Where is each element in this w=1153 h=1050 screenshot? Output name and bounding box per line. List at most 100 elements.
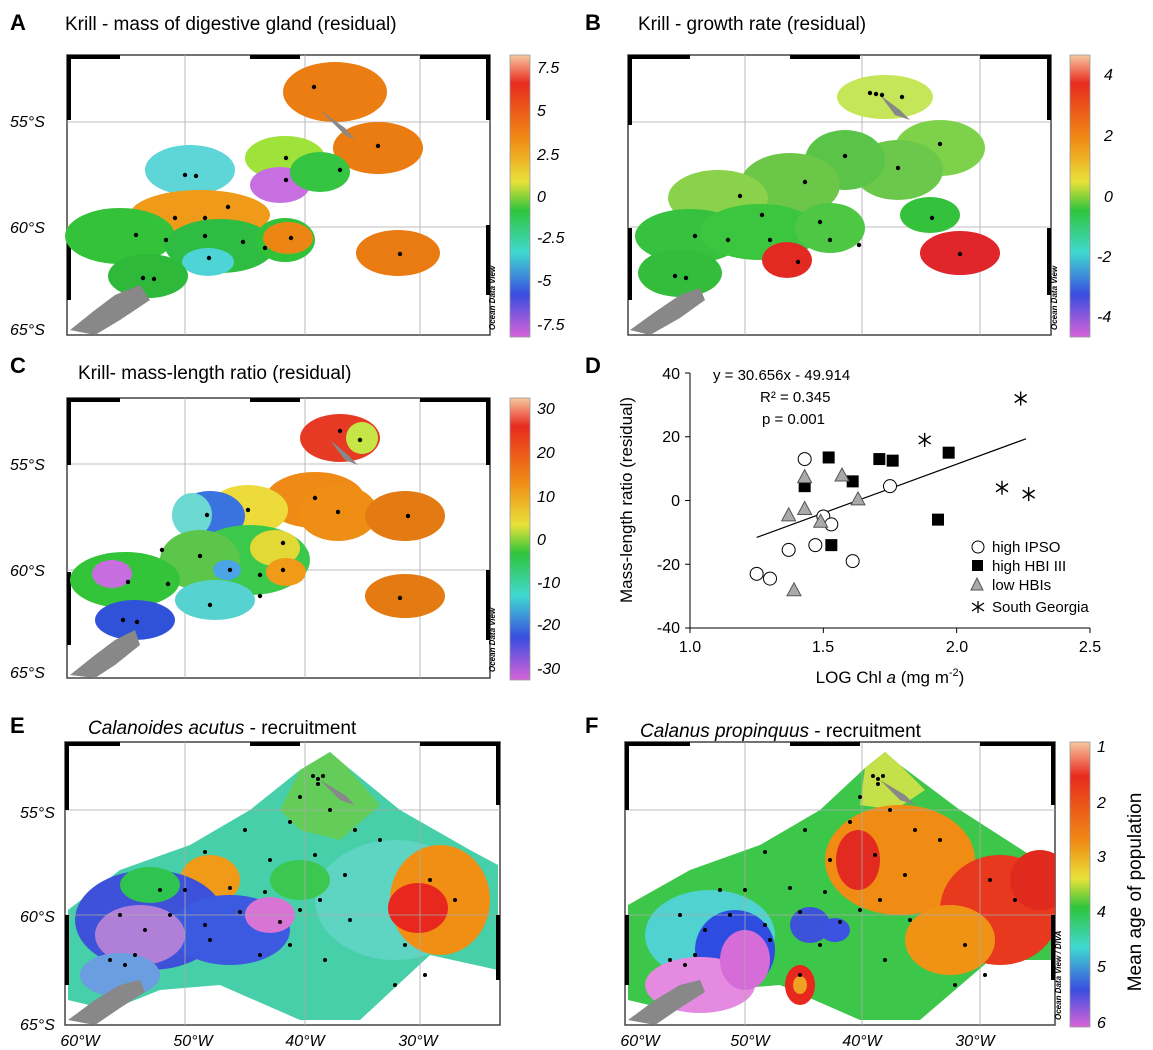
svg-text:1: 1 <box>1097 739 1106 756</box>
panel-title: Calanus propinquus - recruitment <box>640 721 922 742</box>
panel-title: Calanoides acutus - recruitment <box>88 718 357 739</box>
lat-label: 65°S <box>10 322 45 339</box>
x-tick-label: 2.5 <box>1079 639 1101 656</box>
scatter-point-circle <box>808 538 823 553</box>
svg-text:30: 30 <box>537 401 555 418</box>
svg-text:-7.5: -7.5 <box>537 317 565 334</box>
svg-text:0: 0 <box>1104 189 1113 206</box>
svg-text:50°W: 50°W <box>173 1033 214 1050</box>
scatter-point-circle <box>883 479 897 494</box>
panel-letter: F <box>585 713 598 738</box>
scatter-point-triangle <box>796 468 813 484</box>
scatter-point-star <box>995 480 1009 495</box>
svg-text:-20: -20 <box>537 617 560 634</box>
y-ticks <box>685 372 690 629</box>
panel-b: B Krill - growth rate (residual) <box>585 10 1113 338</box>
p-value: p = 0.001 <box>762 411 825 428</box>
legend-marker-triangle <box>970 576 984 591</box>
panel-letter: D <box>585 353 601 378</box>
colorbar-ticks: 7.5 5 2.5 0 -2.5 -5 -7.5 <box>536 60 565 334</box>
watermark: Ocean Data View / DIVA <box>1054 930 1063 1020</box>
scatter-point-circle <box>797 452 812 467</box>
colorbar <box>1069 741 1091 1028</box>
colorbar-label: Mean age of population <box>1125 793 1146 992</box>
svg-text:2: 2 <box>1096 795 1106 812</box>
svg-text:6: 6 <box>1097 1015 1106 1032</box>
panel-title: Krill - mass of digestive gland (residua… <box>65 14 397 35</box>
x-tick-label: 1.0 <box>679 639 701 656</box>
scatter-point-triangle <box>834 466 850 482</box>
panel-c: C Krill- mass-length ratio (residual) <box>10 353 560 682</box>
r-squared: R² = 0.345 <box>760 389 830 406</box>
legend: high IPSO high HBI III low HBIs South Ge… <box>970 539 1089 616</box>
svg-text:40°W: 40°W <box>285 1033 326 1050</box>
scatter-point-triangle <box>850 490 866 506</box>
scatter-point-star <box>1014 391 1028 406</box>
legend-label: South Georgia <box>992 599 1089 616</box>
legend-label: high IPSO <box>992 539 1060 556</box>
panel-letter: E <box>10 713 25 738</box>
svg-text:10: 10 <box>537 489 555 506</box>
panel-title: Krill- mass-length ratio (residual) <box>78 363 351 384</box>
y-axis-label: Mass-length ratio (residual) <box>617 397 636 603</box>
x-ticks <box>689 628 1091 633</box>
lat-label: 60°S <box>10 220 45 237</box>
svg-text:20: 20 <box>536 445 555 462</box>
scatter-point-square <box>846 475 859 488</box>
y-tick-label: -20 <box>657 557 680 574</box>
svg-text:-10: -10 <box>537 575 560 592</box>
scatter-point-square <box>825 539 838 552</box>
scatter-point-square <box>942 446 955 459</box>
svg-text:-2: -2 <box>1097 249 1111 266</box>
scatter-point-square <box>873 453 886 466</box>
svg-text:65°S: 65°S <box>20 1017 55 1034</box>
scatter-point-triangle <box>780 506 797 522</box>
svg-text:60°S: 60°S <box>10 563 45 580</box>
coastline <box>70 110 355 335</box>
scatter-point-triangle <box>796 500 813 515</box>
svg-text:60°W: 60°W <box>60 1033 101 1050</box>
svg-text:60°S: 60°S <box>20 909 55 926</box>
svg-text:7.5: 7.5 <box>537 60 559 77</box>
legend-marker-square <box>972 560 983 571</box>
scatter-point-square <box>822 451 835 464</box>
svg-text:5: 5 <box>537 103 546 120</box>
svg-text:0: 0 <box>537 189 546 206</box>
scatter-point-circle <box>763 571 777 586</box>
colorbar <box>509 54 531 338</box>
y-tick-label: 20 <box>662 429 680 446</box>
regression-equation: y = 30.656x - 49.914 <box>713 367 850 384</box>
svg-text:-2.5: -2.5 <box>537 230 565 247</box>
scatter-point-triangle <box>812 513 829 528</box>
watermark: Ocean Data View <box>488 607 497 672</box>
svg-text:4: 4 <box>1104 67 1113 84</box>
station-dots <box>133 84 403 282</box>
watermark: Ocean Data View <box>488 265 497 330</box>
y-tick-label: -40 <box>657 620 680 637</box>
panel-letter: A <box>10 10 26 35</box>
svg-text:30°W: 30°W <box>955 1033 996 1050</box>
svg-text:50°W: 50°W <box>730 1033 771 1050</box>
scatter-point-square <box>886 454 899 467</box>
x-axis-label: LOG Chl a (mg m-2) <box>816 667 965 687</box>
svg-text:60°W: 60°W <box>620 1033 661 1050</box>
x-tick-label: 2.0 <box>946 639 968 656</box>
panel-d-chart: D 40 20 0 -20 -40 1.0 1.5 2.0 2.5 Mass-l… <box>585 353 1101 687</box>
legend-marker-star <box>971 601 985 613</box>
panel-a: A Krill - mass of digestive gland (resid… <box>10 10 565 339</box>
svg-text:-5: -5 <box>537 273 551 290</box>
panel-letter: C <box>10 353 26 378</box>
legend-marker-circle <box>971 540 985 554</box>
contour-patches <box>65 62 440 298</box>
legend-label: high HBI III <box>992 558 1066 575</box>
scatter-point-star <box>918 432 932 447</box>
svg-text:55°S: 55°S <box>10 457 45 474</box>
svg-text:55°S: 55°S <box>20 805 55 822</box>
svg-text:30°W: 30°W <box>398 1033 439 1050</box>
svg-text:3: 3 <box>1097 849 1106 866</box>
scatter-point-triangle <box>786 581 802 597</box>
scatter-point-circle <box>824 517 839 532</box>
svg-text:65°S: 65°S <box>10 665 45 682</box>
contour-surface <box>628 752 1055 1020</box>
svg-text:2.5: 2.5 <box>536 147 559 164</box>
